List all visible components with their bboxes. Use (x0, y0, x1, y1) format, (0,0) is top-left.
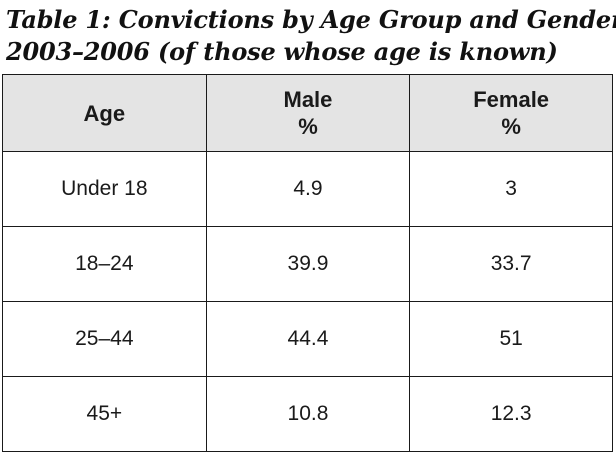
title-line-2: 2003–2006 (of those whose age is known) (6, 37, 558, 66)
table-row: 25–44 44.4 51 (2, 301, 613, 377)
cell-age: 45+ (2, 376, 207, 452)
header-age: Age (2, 74, 207, 152)
cell-male: 44.4 (205, 301, 411, 377)
header-male: Male % (205, 74, 411, 152)
cell-female: 33.7 (409, 226, 613, 302)
convictions-table: Age Male % Female % Under 18 4.9 3 18–24 (2, 74, 613, 452)
cell-age: Under 18 (2, 151, 207, 227)
cell-age: 18–24 (2, 226, 207, 302)
cell-male: 39.9 (205, 226, 411, 302)
header-age-label: Age (83, 100, 126, 126)
cell-male: 4.9 (205, 151, 411, 227)
title-line-1: Table 1: Convictions by Age Group and Ge… (6, 5, 616, 34)
header-male-unit: % (298, 114, 318, 139)
cell-female: 12.3 (409, 376, 613, 452)
header-female: Female % (409, 74, 613, 152)
table-row: Under 18 4.9 3 (2, 151, 613, 227)
table-row: 45+ 10.8 12.3 (2, 376, 613, 452)
cell-female: 3 (409, 151, 613, 227)
cell-age: 25–44 (2, 301, 207, 377)
header-row: Age Male % Female % (2, 74, 613, 152)
table-title: Table 1: Convictions by Age Group and Ge… (6, 4, 616, 68)
header-female-unit: % (501, 114, 521, 139)
header-male-label: Male (283, 87, 333, 112)
cell-female: 51 (409, 301, 613, 377)
cell-male: 10.8 (205, 376, 411, 452)
header-female-label: Female (473, 87, 550, 112)
table-row: 18–24 39.9 33.7 (2, 226, 613, 302)
